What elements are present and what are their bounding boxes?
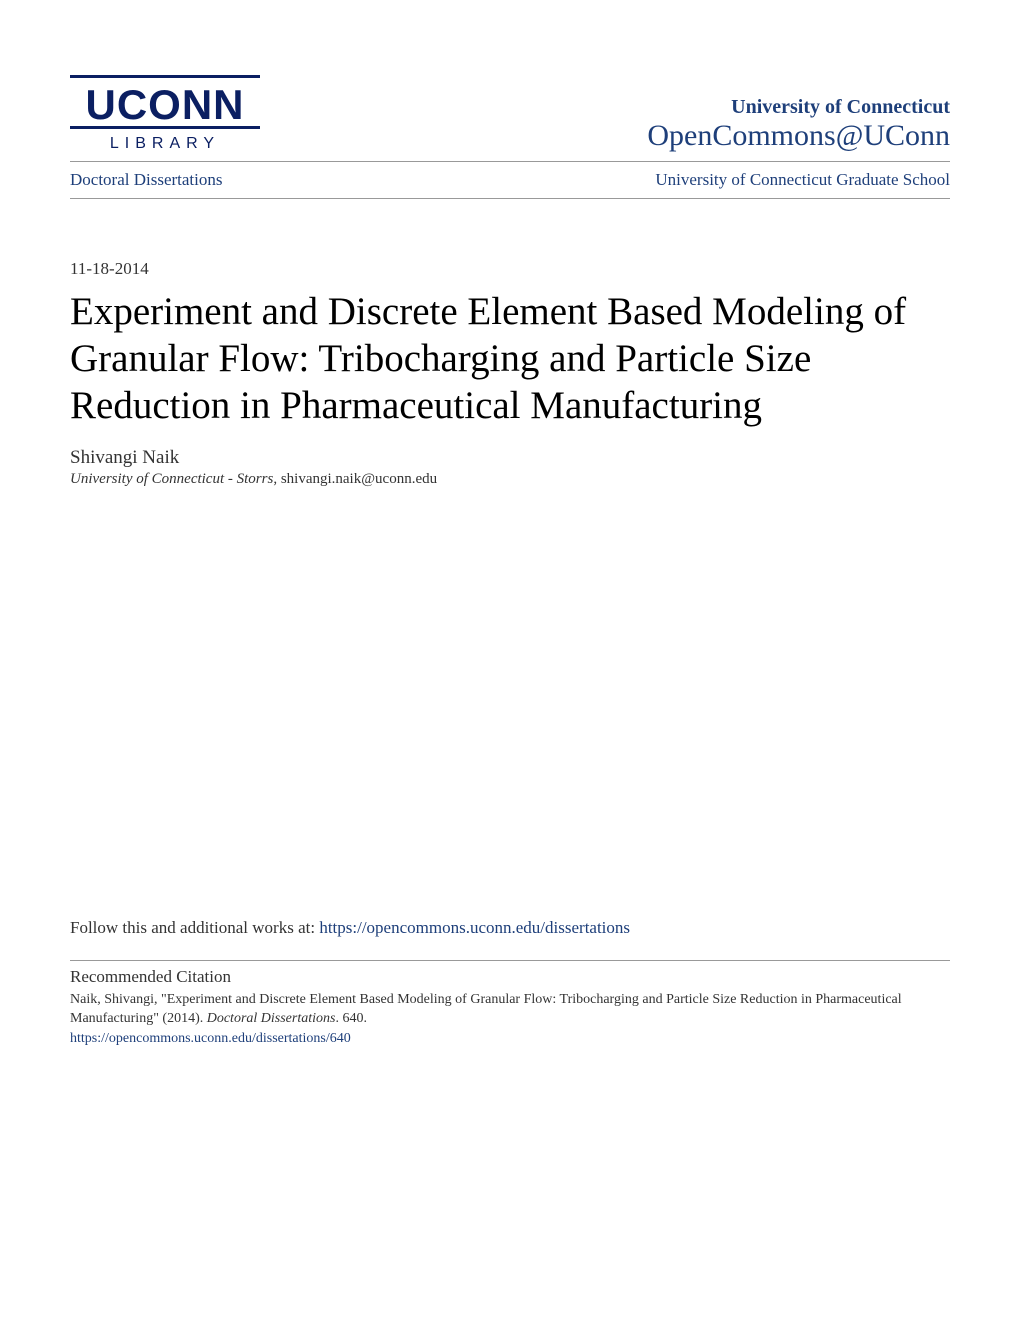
citation-link[interactable]: https://opencommons.uconn.edu/dissertati… <box>70 1031 351 1046</box>
logo-main-text: UCONN <box>86 84 245 126</box>
citation-heading: Recommended Citation <box>70 967 950 987</box>
header: UCONN LIBRARY University of Connecticut … <box>70 75 950 153</box>
affiliation-email: , shivangi.naik@uconn.edu <box>273 471 437 487</box>
citation-series-title: Doctoral Dissertations <box>207 1011 336 1026</box>
divider <box>70 161 950 162</box>
citation-body: Naik, Shivangi, "Experiment and Discrete… <box>70 991 950 1029</box>
header-right: University of Connecticut OpenCommons@UC… <box>647 96 950 153</box>
logo-decorative-line <box>70 126 260 129</box>
nav-right-link[interactable]: University of Connecticut Graduate Schoo… <box>655 170 950 190</box>
university-name: University of Connecticut <box>647 96 950 119</box>
author-affiliation: University of Connecticut - Storrs, shiv… <box>70 471 950 488</box>
site-name-link[interactable]: OpenCommons@UConn <box>647 119 950 152</box>
divider <box>70 198 950 199</box>
follow-prefix: Follow this and additional works at: <box>70 918 319 937</box>
follow-works-text: Follow this and additional works at: htt… <box>70 918 950 938</box>
citation-text-part2: . 640. <box>335 1011 367 1026</box>
breadcrumb-nav: Doctoral Dissertations University of Con… <box>70 168 950 192</box>
affiliation-institution: University of Connecticut - Storrs <box>70 471 273 487</box>
publication-date: 11-18-2014 <box>70 259 950 279</box>
library-logo: UCONN LIBRARY <box>70 75 260 153</box>
nav-left-link[interactable]: Doctoral Dissertations <box>70 170 223 190</box>
citation-section: Recommended Citation Naik, Shivangi, "Ex… <box>70 967 950 1047</box>
divider <box>70 960 950 961</box>
follow-link[interactable]: https://opencommons.uconn.edu/dissertati… <box>319 918 630 937</box>
logo-sub-text: LIBRARY <box>110 135 220 153</box>
author-name: Shivangi Naik <box>70 447 950 469</box>
citation-text-part1: Naik, Shivangi, "Experiment and Discrete… <box>70 992 902 1026</box>
document-title: Experiment and Discrete Element Based Mo… <box>70 289 950 429</box>
logo-decorative-line <box>70 75 260 78</box>
